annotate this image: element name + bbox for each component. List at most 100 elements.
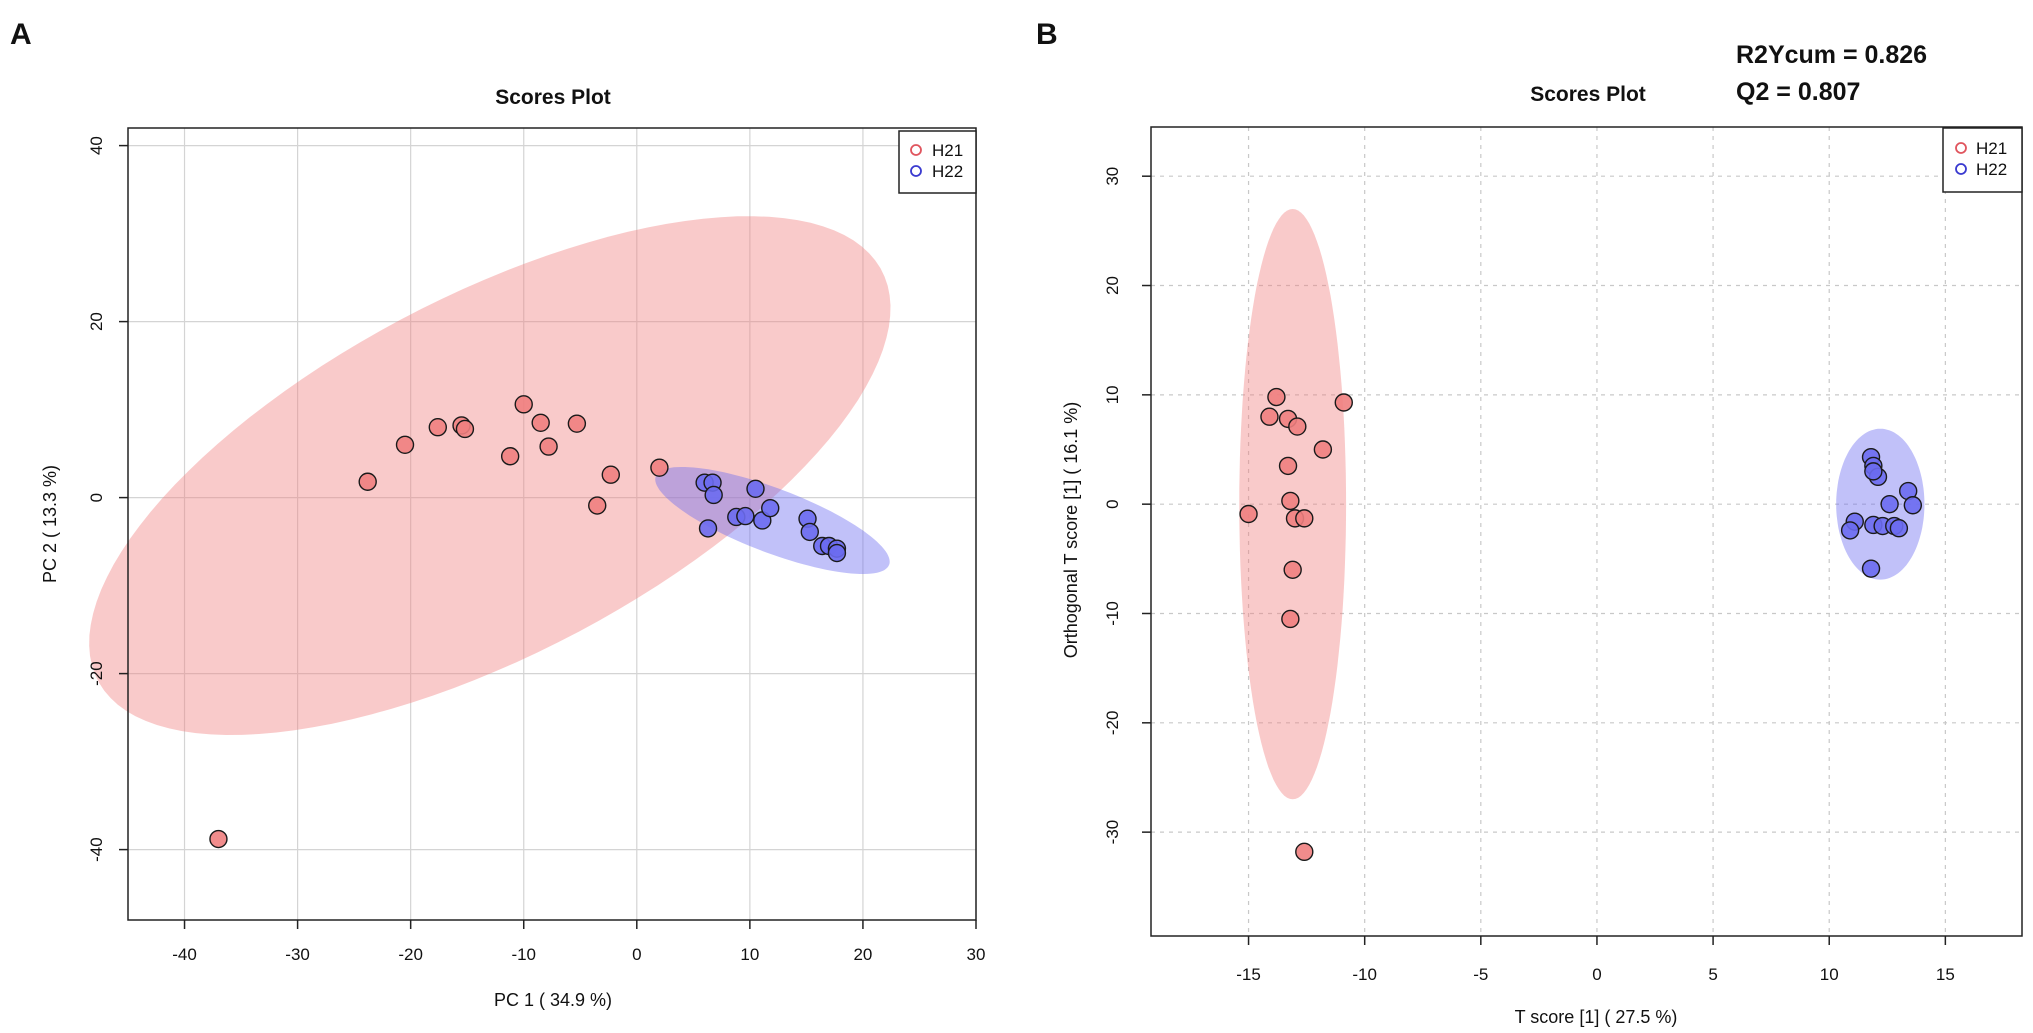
chart-a-point-h21 bbox=[500, 447, 520, 466]
chart-b-x-tick-label: 5 bbox=[1708, 965, 1717, 984]
chart-b-y-tick-label: -10 bbox=[1103, 601, 1122, 626]
chart-a-legend-label-h22: H22 bbox=[932, 162, 963, 181]
chart-a-point-h22 bbox=[800, 522, 819, 542]
chart-b-point-h21 bbox=[1278, 456, 1298, 476]
chart-b-point-h22 bbox=[1861, 559, 1881, 578]
chart-a-confidence-ellipse-h21 bbox=[89, 216, 891, 735]
chart-a-point-h22 bbox=[746, 479, 765, 498]
chart-a-x-tick-label: -10 bbox=[511, 945, 536, 964]
chart-a-point-h21 bbox=[428, 418, 448, 437]
chart-b-point-h21 bbox=[1260, 407, 1279, 426]
chart-a-x-tick-label: 0 bbox=[632, 945, 641, 964]
chart-b-points bbox=[1239, 387, 1923, 862]
chart-a-legend-marker-h22 bbox=[910, 165, 922, 177]
chart-b-x-tick-label: 10 bbox=[1820, 965, 1839, 984]
chart-b-y-tick-label: 20 bbox=[1103, 276, 1122, 295]
chart-a-legend: H21 H22 bbox=[898, 130, 977, 194]
chart-a-y-tick-label: -40 bbox=[87, 837, 106, 862]
chart-a-point-h21 bbox=[514, 395, 533, 414]
chart-a-title: Scores Plot bbox=[495, 86, 611, 109]
chart-b-y-tick-label: 0 bbox=[1103, 499, 1122, 508]
chart-b-point-h21 bbox=[1295, 842, 1314, 862]
chart-a-point-h21 bbox=[650, 458, 669, 477]
chart-b-point-h22 bbox=[1864, 462, 1883, 481]
chart-a-point-h21 bbox=[567, 414, 587, 433]
panel-label-a: A bbox=[10, 18, 32, 51]
chart-a-x-axis-label: PC 1 ( 34.9 %) bbox=[494, 990, 612, 1010]
chart-a-point-h21 bbox=[395, 435, 415, 454]
chart-a-legend-marker-h21 bbox=[910, 144, 922, 156]
chart-a-x-tick-label: -20 bbox=[398, 945, 423, 964]
chart-a-point-h21 bbox=[588, 496, 607, 515]
chart-b-x-tick-label: -15 bbox=[1236, 965, 1261, 984]
chart-b-ticks: -15 -10 -5 0 5 10 15 30 20 10 0 -10 -20 -30 bbox=[1103, 167, 1955, 984]
chart-b-point-h22 bbox=[1880, 494, 1899, 514]
chart-b-point-h21 bbox=[1281, 609, 1300, 629]
chart-a-y-axis-label: PC 2 ( 13.3 %) bbox=[40, 465, 60, 583]
chart-b-point-h22 bbox=[1903, 496, 1923, 515]
chart-a-plot-frame bbox=[127, 127, 977, 921]
chart-b-point-h21 bbox=[1288, 417, 1307, 436]
chart-b-legend-label-h21: H21 bbox=[1976, 139, 2007, 158]
chart-a-point-h22 bbox=[827, 543, 847, 563]
chart-b-title: Scores Plot bbox=[1530, 83, 1646, 106]
chart-a-x-tick-label: -40 bbox=[172, 945, 197, 964]
chart-b-ellipses bbox=[1239, 209, 1925, 800]
chart-b-x-tick-label: -10 bbox=[1352, 965, 1377, 984]
chart-b-x-axis-label: T score [1] ( 27.5 %) bbox=[1515, 1007, 1678, 1027]
chart-b-x-tick-label: -5 bbox=[1473, 965, 1488, 984]
chart-a-y-tick-label: 0 bbox=[87, 493, 106, 502]
chart-b-legend-label-h22: H22 bbox=[1976, 160, 2007, 179]
chart-a-ticks: -40 -30 -20 -10 0 10 20 30 40 20 0 -20 -40 bbox=[87, 136, 985, 964]
chart-b-point-h21 bbox=[1313, 440, 1333, 459]
chart-a-point-h22 bbox=[704, 485, 723, 505]
chart-a-points bbox=[209, 395, 847, 849]
chart-b-point-h21 bbox=[1239, 504, 1258, 524]
chart-b-point-h21 bbox=[1267, 387, 1286, 407]
chart-a-point-h21 bbox=[455, 419, 475, 439]
chart-a-legend-label-h21: H21 bbox=[932, 141, 963, 160]
panel-a-pca-scores-plot: A Scores Plot -40 -30 -20 -10 0 10 20 30 40 20 0 -2… bbox=[10, 18, 985, 1010]
r2ycum-annotation: R2Ycum = 0.826 bbox=[1736, 41, 1927, 69]
chart-a-y-tick-label: 40 bbox=[87, 136, 106, 155]
chart-b-y-tick-label: 30 bbox=[1103, 167, 1122, 186]
chart-b-point-h22 bbox=[1889, 519, 1909, 538]
chart-a-point-h21 bbox=[531, 413, 550, 432]
chart-a-point-h22 bbox=[698, 519, 718, 538]
chart-b-x-tick-label: 15 bbox=[1936, 965, 1955, 984]
chart-a-point-h22 bbox=[761, 498, 780, 518]
chart-b-point-h21 bbox=[1295, 509, 1314, 528]
chart-b-y-tick-label: 10 bbox=[1103, 385, 1122, 404]
chart-a-point-h21 bbox=[601, 465, 620, 484]
chart-a-ellipses bbox=[89, 216, 891, 735]
chart-a-point-h22 bbox=[736, 506, 755, 526]
chart-b-legend-marker-h22 bbox=[1955, 163, 1967, 175]
chart-b-legend-box bbox=[1942, 127, 2023, 193]
chart-b-plot-frame bbox=[1150, 126, 2023, 937]
chart-b-point-h22 bbox=[1840, 521, 1860, 540]
chart-b-x-tick-label: 0 bbox=[1592, 965, 1601, 984]
chart-b-point-h21 bbox=[1281, 491, 1300, 511]
chart-b-confidence-ellipse-h22 bbox=[1836, 428, 1925, 580]
chart-a-x-tick-label: 20 bbox=[853, 945, 872, 964]
chart-a-y-tick-label: 20 bbox=[87, 312, 106, 331]
chart-a-point-h21 bbox=[358, 472, 377, 491]
q2-annotation: Q2 = 0.807 bbox=[1736, 78, 1860, 106]
chart-a-x-tick-label: 30 bbox=[967, 945, 986, 964]
chart-a-point-h21 bbox=[539, 437, 558, 456]
chart-a-point-h21 bbox=[209, 829, 228, 849]
chart-a-y-tick-label: -20 bbox=[87, 661, 106, 686]
chart-a-x-tick-label: 10 bbox=[740, 945, 759, 964]
chart-a-x-tick-label: -30 bbox=[285, 945, 310, 964]
chart-b-y-axis-label: Orthogonal T score [1] ( 16.1 %) bbox=[1061, 402, 1081, 658]
panel-b-opls-da-scores-plot: B Scores Plot R2Ycum = 0.826 Q2 = 0.807 … bbox=[1036, 18, 2023, 1027]
panel-label-b: B bbox=[1036, 18, 1058, 51]
chart-a-legend-box bbox=[898, 130, 977, 194]
chart-b-legend: H21 H22 bbox=[1942, 127, 2023, 193]
chart-b-legend-marker-h21 bbox=[1955, 142, 1967, 154]
chart-b-point-h21 bbox=[1283, 560, 1302, 579]
chart-b-y-tick-label: -20 bbox=[1103, 711, 1122, 736]
chart-b-y-tick-label: -30 bbox=[1103, 820, 1122, 845]
chart-b-point-h21 bbox=[1334, 393, 1353, 412]
